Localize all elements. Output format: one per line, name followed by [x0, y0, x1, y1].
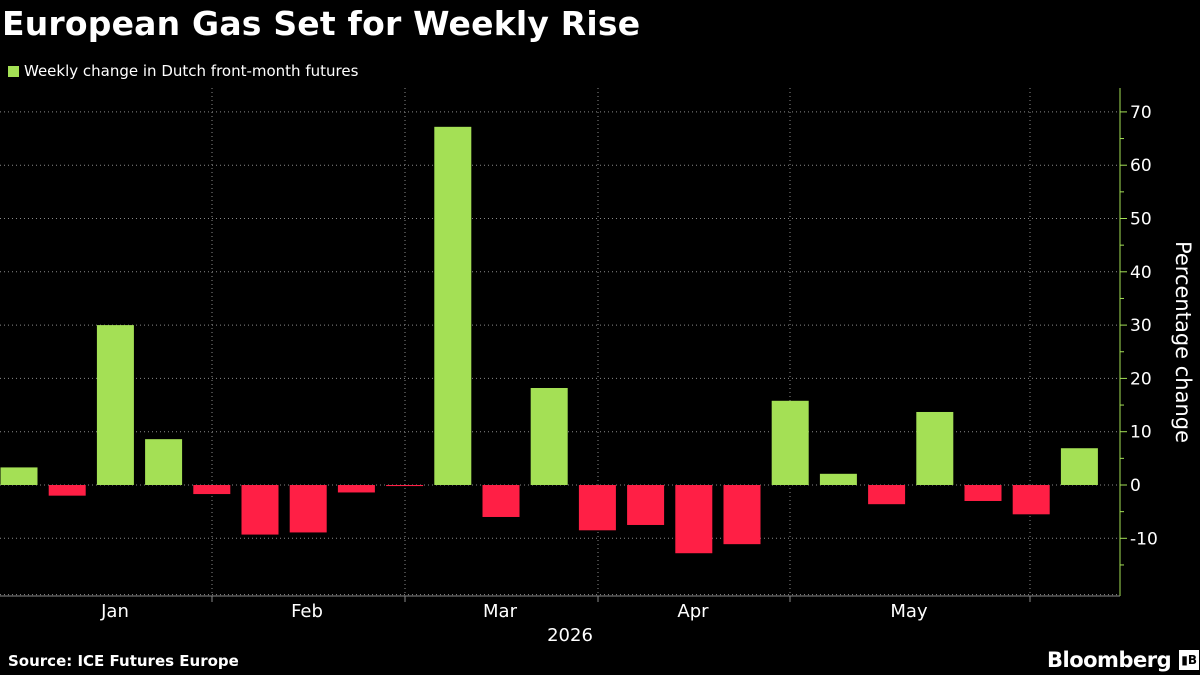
bar — [289, 485, 327, 533]
bar — [530, 387, 568, 485]
y-tick-label: -10 — [1130, 529, 1158, 549]
bar — [0, 467, 38, 485]
brand: Bloomberg ▮B — [1047, 647, 1200, 673]
x-tick-label: May — [890, 601, 928, 622]
bar — [482, 485, 520, 517]
y-tick-label: 10 — [1130, 423, 1152, 443]
y-tick-label: 0 — [1130, 476, 1141, 496]
bar-layer — [0, 126, 1098, 554]
bar — [386, 485, 424, 487]
x-tick-label: Feb — [291, 601, 323, 622]
y-tick-label: 70 — [1130, 103, 1152, 123]
bar — [145, 439, 183, 485]
source-note: Source: ICE Futures Europe — [8, 652, 239, 670]
y-tick-label: 20 — [1130, 369, 1152, 389]
legend: Weekly change in Dutch front-month futur… — [8, 61, 358, 81]
bar — [675, 485, 713, 554]
y-tick-label: 60 — [1130, 156, 1152, 176]
y-tick-label: 30 — [1130, 316, 1152, 336]
y-axis-title: Percentage change — [1171, 241, 1195, 443]
bar — [1060, 448, 1098, 485]
x-tick-label: Apr — [677, 601, 709, 622]
x-year-label: 2026 — [547, 625, 593, 646]
bar — [868, 485, 906, 505]
bar — [819, 473, 857, 485]
axis-layer: 70 60 50 40 30 20 10 0 -10 Percentage change Jan Fe… — [0, 88, 1195, 646]
bar — [1012, 485, 1050, 515]
x-tick-label: Jan — [100, 601, 129, 622]
legend-swatch — [8, 65, 19, 77]
bar — [578, 485, 616, 531]
bar — [627, 485, 665, 525]
chart-title: European Gas Set for Weekly Rise — [2, 4, 641, 43]
legend-label: Weekly change in Dutch front-month futur… — [24, 62, 359, 80]
bar — [241, 485, 279, 535]
bar — [193, 485, 231, 495]
bar — [964, 485, 1002, 501]
bar — [916, 411, 954, 485]
y-tick-label: 40 — [1130, 263, 1152, 283]
y-tick-label: 50 — [1130, 210, 1152, 230]
bar — [723, 485, 761, 545]
bar — [771, 400, 809, 485]
bar — [434, 126, 472, 485]
bar — [96, 325, 134, 485]
x-tick-label: Mar — [483, 601, 518, 622]
bar — [337, 485, 375, 493]
bar — [48, 485, 86, 496]
bloomberg-logo-icon: ▮B — [1179, 650, 1200, 670]
grid-layer — [0, 88, 1120, 596]
brand-name: Bloomberg — [1047, 648, 1172, 672]
